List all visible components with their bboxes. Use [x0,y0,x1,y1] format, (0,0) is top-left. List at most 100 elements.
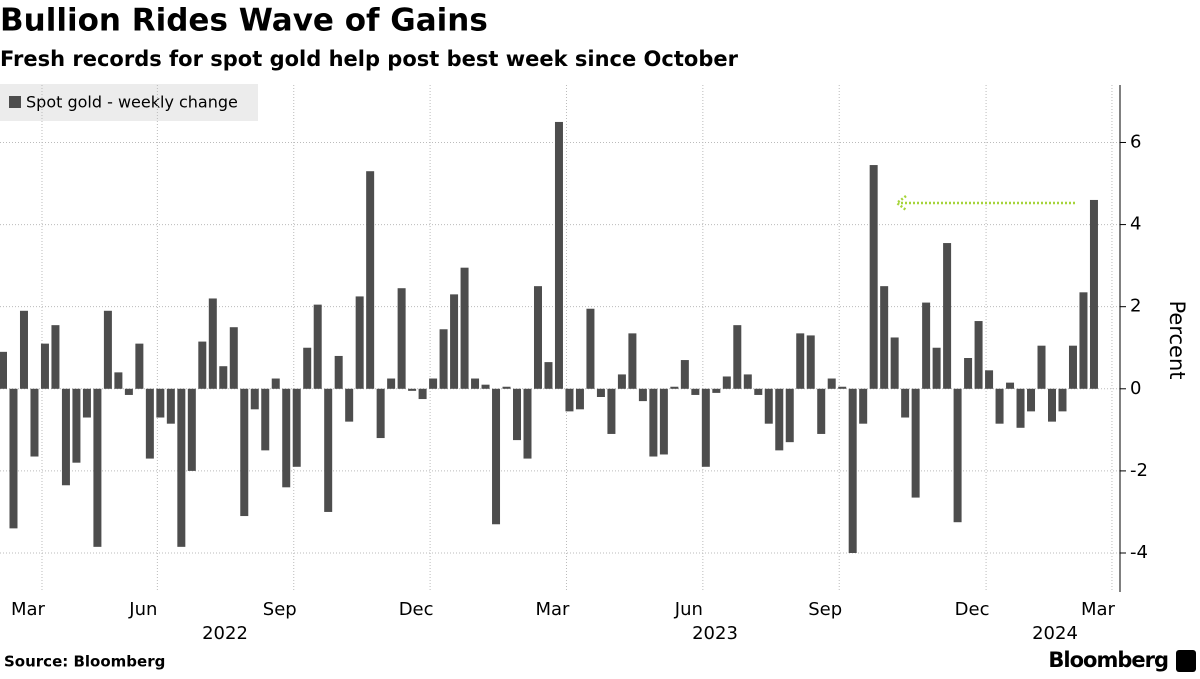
bar [135,343,144,389]
bar [30,388,39,457]
bar [617,374,626,389]
bar [460,267,469,389]
bar [124,388,133,395]
bar [586,308,595,389]
bar [649,388,658,457]
bar [303,347,312,389]
bar [187,388,196,471]
bar [292,388,301,467]
bar [0,351,7,389]
bar [145,388,154,459]
y-tick-label: 6 [1130,131,1141,152]
bar [492,388,501,525]
bar [250,388,259,410]
bar [229,327,238,389]
chart-title: Bullion Rides Wave of Gains [0,3,488,39]
bar [838,386,847,389]
bar [1037,345,1046,389]
bar [722,376,731,389]
bar [691,388,700,395]
bar [355,296,364,389]
bar [922,302,931,389]
x-group-label: 2022 [202,623,248,644]
bar [533,286,542,389]
x-tick-label: Mar [1081,599,1116,620]
bar [1027,388,1036,412]
y-axis-label: Percent [1165,300,1189,379]
bar [943,243,952,389]
bar [345,388,354,422]
y-tick-label: 0 [1130,378,1141,399]
bar [670,386,679,389]
source: Source: Bloomberg [4,653,165,671]
bar [1089,199,1098,389]
x-tick-label: Dec [399,599,434,620]
x-group-label: 2024 [1032,623,1078,644]
bar [932,347,941,389]
bar [628,333,637,389]
bar [282,388,291,488]
x-tick-label: Mar [535,599,570,620]
brand: Bloomberg [1048,648,1168,672]
bar [701,388,710,467]
bar [387,378,396,389]
bar [114,372,123,389]
bar [471,378,480,389]
bar [1068,345,1077,389]
bar [659,388,668,455]
bar [1006,382,1015,389]
bar [775,388,784,451]
bar [502,386,511,389]
bar [240,388,249,517]
bar [995,388,1004,424]
bar [785,388,794,443]
bar [869,165,878,389]
legend-box [0,84,258,121]
bar [680,360,689,389]
bar [313,304,322,389]
bar [764,388,773,424]
bar [19,310,28,389]
x-group-label: 2023 [692,623,738,644]
bar [544,362,553,389]
x-tick-label: Mar [11,599,46,620]
bar [554,121,563,389]
y-tick-label: -2 [1130,460,1148,481]
x-tick-label: Sep [808,599,842,620]
legend-label: Spot gold - weekly change [26,93,238,112]
x-tick-label: Jun [128,599,157,620]
y-tick-label: 2 [1130,296,1141,317]
bar [1058,388,1067,412]
bar [261,388,270,451]
bar [103,310,112,389]
bar [796,333,805,389]
bar [408,388,417,391]
x-tick-label: Dec [955,599,990,620]
legend-swatch [9,96,21,108]
bar [166,388,175,424]
bar [848,388,857,553]
bar [366,171,375,389]
bar [156,388,165,418]
bar [513,388,522,441]
bar [1079,292,1088,389]
bar [439,329,448,389]
bar [324,388,333,512]
bar [51,325,60,389]
bar [418,388,427,400]
x-tick-label: Jun [674,599,703,620]
bar [607,388,616,434]
bar [271,378,280,389]
bar [565,388,574,412]
bar [61,388,70,486]
bar [743,374,752,389]
bar [712,388,721,393]
bar [1016,388,1025,428]
bar [93,388,102,547]
bar [219,366,228,389]
bar [208,298,217,389]
bar [911,388,920,498]
y-tick-label: 4 [1130,214,1141,235]
brand-icon [1176,650,1196,672]
